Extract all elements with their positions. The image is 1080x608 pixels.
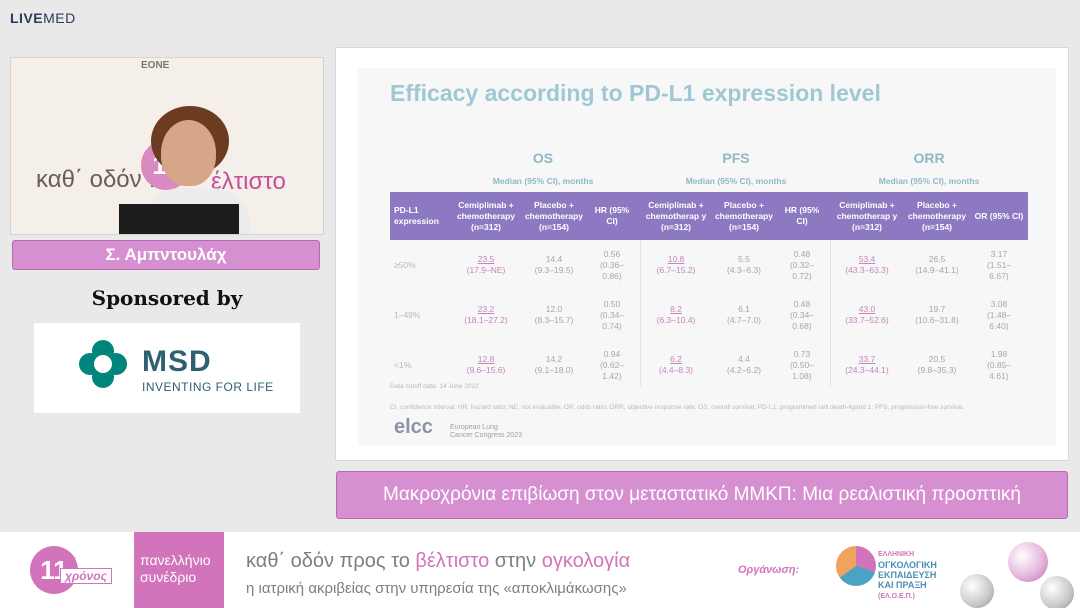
table-cell: 33.7 (24.3–44.1) (845, 354, 889, 375)
table-cell: 4.4 (4.2–6.2) (726, 354, 762, 375)
table-cell: 20.5 (9.8–35.3) (917, 354, 957, 375)
event-footer-banner: 11 ος χρόνος πανελλήνιο συνέδριο καθ΄ οδό… (0, 532, 1080, 608)
footer-subtagline: η ιατρική ακριβείας στην υπηρεσία της «α… (246, 580, 627, 597)
header-pfs-hr: HR (95% CI) (784, 205, 820, 226)
table-cell: 6.2 (4.4–8.3) (658, 354, 694, 375)
section-orr: ORR (913, 150, 945, 166)
decor-sphere (960, 574, 994, 608)
row-label: 1–49% (394, 309, 421, 320)
table-cell: 26.5 (14.9–41.1) (915, 254, 959, 275)
sponsor-name: MSD (142, 345, 212, 378)
table-cell: 0.73 (0.50– 1.08) (789, 348, 815, 381)
footer-congress-label: πανελλήνιο συνέδριο (134, 532, 224, 608)
lecture-title-caption: Μακροχρόνια επιβίωση στον μεταστατικό ΜΜ… (336, 471, 1068, 519)
divider-os-pfs (640, 240, 641, 386)
decor-sphere (1040, 576, 1074, 608)
row-label: <1% (394, 359, 412, 370)
table-header: PD-L1 expression Cemiplimab + chemothera… (390, 192, 1028, 240)
table-cell: 0.56 (0.36– 0.86) (599, 248, 625, 281)
table-row: <1% 12.8 (9.6–15.6) 14.2 (9.1–18.0) 0.94 (0.62… (390, 340, 1028, 390)
slide-footnote: CI, confidence interval; HR, hazard rati… (390, 404, 965, 411)
presentation-slide: Efficacy according to PD-L1 expression l… (335, 47, 1069, 461)
table-cell: 23.5 (17.9–NE) (466, 254, 506, 275)
msd-logo-icon (79, 340, 127, 388)
laptop (119, 204, 239, 234)
median-label-os: Median (95% CI), months (492, 176, 594, 186)
header-orr-cemiplimab: Cemiplimab + chemotherap y (n=312) (836, 199, 898, 232)
table-cell: 0.50 (0.34– 0.74) (599, 298, 625, 331)
table-cell: 23.2 (18.1–27.2) (464, 304, 508, 325)
table-cell: 3.08 (1.48– 6.40) (986, 298, 1012, 331)
table-cell: 0.48 (0.32– 0.72) (789, 248, 815, 281)
footer-tagline: καθ΄ οδόν προς το βέλτιστο στην ογκολογί… (246, 550, 631, 572)
speaker-video: EONE καθ΄ οδόν π έλτιστο 11 (10, 57, 324, 235)
table-cell: 10.8 (6.7–15.2) (656, 254, 696, 275)
decor-sphere-pink (1008, 542, 1048, 582)
table-cell: 1.98 (0.85– 4.61) (986, 348, 1012, 381)
header-pfs-cemiplimab: Cemiplimab + chemotherap y (n=312) (645, 199, 707, 232)
table-cell: 6.1 (4.7–7.0) (726, 304, 762, 325)
table-cell: 19.7 (10.6–31.8) (915, 304, 959, 325)
table-cell: 14.2 (9.1–18.0) (534, 354, 574, 375)
slide-content: Efficacy according to PD-L1 expression l… (358, 68, 1056, 446)
table-cell: 3.17 (1.51– 6.67) (986, 248, 1012, 281)
sponsored-by-heading: Sponsored by (91, 286, 243, 310)
slide-title: Efficacy according to PD-L1 expression l… (390, 80, 881, 106)
table-cell: 14.4 (9.3–19.5) (534, 254, 574, 275)
median-label-orr: Median (95% CI), months (878, 176, 980, 186)
header-os-cemiplimab: Cemiplimab + chemotherapy (n=312) (456, 199, 516, 232)
section-os: OS (532, 150, 554, 166)
sponsor-tagline: INVENTING FOR LIFE (142, 380, 274, 394)
header-os-hr: HR (95% CI) (594, 205, 630, 226)
header-os-placebo: Placebo + chemotherapy (n=154) (524, 199, 584, 232)
footer-edition-sup: ος (66, 554, 77, 564)
table-cell: 12.8 (9.6–15.6) (466, 354, 506, 375)
organizer-logo-icon (836, 546, 876, 586)
median-label-pfs: Median (95% CI), months (685, 176, 787, 186)
elcc-logo: elcc (394, 416, 433, 438)
header-orr-or: OR (95% CI) (974, 210, 1024, 221)
header-pfs-placebo: Placebo + chemotherapy (n=154) (714, 199, 774, 232)
section-pfs: PFS (722, 150, 750, 166)
organizer-label: Οργάνωση: (738, 564, 800, 576)
header-orr-placebo: Placebo + chemotherapy (n=154) (907, 199, 967, 232)
data-cutoff-note: Data cutoff date: 14 June 2022 (390, 383, 479, 390)
table-row: ≥50% 23.5 (17.9–NE) 14.4 (9.3–19.5) 0.56 (0.36… (390, 240, 1028, 290)
table-cell: 0.48 (0.34– 0.68) (789, 298, 815, 331)
table-cell: 8.2 (6.3–10.4) (656, 304, 696, 325)
divider-pfs-orr (830, 240, 831, 386)
table-cell: 12.0 (8.3–15.7) (534, 304, 574, 325)
organizer-name: ΕΛΛΗΝΙΚΗ ΟΓΚΟΛΟΓΙΚΗ ΕΚΠΑΙΔΕΥΣΗ ΚΑΙ ΠΡΑΞΗ… (878, 551, 937, 600)
elcc-subtitle: European Lung Cancer Congress 2023 (450, 424, 522, 439)
row-label: ≥50% (394, 259, 416, 270)
header-pdl1: PD-L1 expression (394, 205, 439, 226)
table-cell: 5.5 (4.3–6.3) (726, 254, 762, 275)
table-cell: 53.4 (43.3–63.3) (845, 254, 889, 275)
video-logo-text: EONE (141, 60, 170, 71)
sponsor-logo-box: MSD INVENTING FOR LIFE (34, 323, 300, 413)
table-cell: 43.0 (33.7–52.6) (845, 304, 889, 325)
table-cell: 0.94 (0.62– 1.42) (599, 348, 625, 381)
livemed-logo: LIVEMED (10, 10, 76, 26)
speaker-name: Σ. Αμπντουλάχ (12, 240, 320, 270)
table-row: 1–49% 23.2 (18.1–27.2) 12.0 (8.3–15.7) 0.50 (0… (390, 290, 1028, 340)
footer-xronos: χρόνος (60, 568, 112, 584)
